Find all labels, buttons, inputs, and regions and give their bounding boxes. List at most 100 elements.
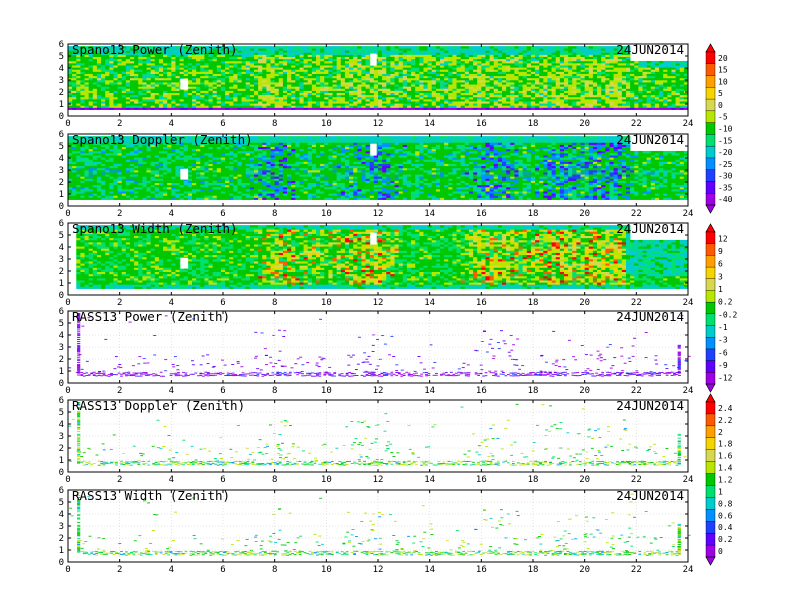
heatmap-cell [138,90,143,94]
heatmap-cell [406,92,412,96]
heatmap-cell [663,105,668,108]
heatmap-cell [369,101,375,104]
heatmap-cell [489,73,495,77]
heatmap-cell [547,69,552,72]
heatmap-cell [154,82,160,85]
heatmap-cell [630,92,635,96]
heatmap-cell [241,99,247,102]
heatmap-cell [650,96,656,100]
heatmap-cell [634,88,639,91]
heatmap-cell [646,99,652,102]
heatmap-cell [216,63,222,66]
heatmap-cell [365,46,371,49]
heatmap-cell [138,77,143,81]
heatmap-cell [576,52,581,55]
heatmap-cell [390,92,395,96]
heatmap-cell [361,107,366,110]
heatmap-cell [473,99,478,102]
heatmap-cell [547,84,552,87]
heatmap-cell [555,73,561,77]
heatmap-cell [291,88,296,91]
heatmap-cell [394,75,399,79]
heatmap-cell [361,60,366,64]
heatmap-cell [427,60,433,64]
heatmap-cell [468,88,474,91]
heatmap-cell [125,101,131,104]
heatmap-cell [621,107,627,110]
heatmap-cell [634,80,639,83]
heatmap-cell [233,54,238,58]
heatmap-cell [671,77,676,81]
heatmap-cell [518,75,523,79]
heatmap-cell [80,165,85,169]
heatmap-cell [597,107,602,110]
heatmap-cell [530,63,536,66]
heatmap-cell [431,105,437,108]
heatmap-cell [68,58,73,62]
heatmap-cell [84,107,89,110]
heatmap-cell [526,84,532,87]
heatmap-cell [646,65,652,68]
heatmap-cell [675,90,681,94]
heatmap-cell [158,67,164,70]
heatmap-cell [113,50,118,53]
heatmap-cell [423,65,428,68]
heatmap-cell [456,69,461,72]
heatmap-cell [320,54,325,58]
heatmap-cell [105,103,110,106]
heatmap-cell [642,101,647,104]
heatmap-cell [109,136,114,139]
heatmap-cell [423,103,428,106]
heatmap-cell [654,84,660,87]
heatmap-cell [324,52,329,55]
heatmap-cell [311,58,317,62]
heatmap-cell [179,50,185,53]
heatmap-cell [452,69,457,72]
heatmap-cell [282,52,288,55]
heatmap-cell [353,48,358,51]
heatmap-cell [638,86,643,89]
heatmap-cell [460,107,466,110]
heatmap-cell [278,56,284,60]
heatmap-cell [121,163,127,167]
heatmap-cell [435,50,441,53]
heatmap-cell [76,86,81,89]
heatmap-cell [667,80,672,83]
heatmap-cell [154,63,160,66]
heatmap-cell [654,103,660,106]
heatmap-cell [138,58,143,62]
heatmap-cell [493,71,499,74]
heatmap-cell [307,69,313,72]
heatmap-cell [282,75,288,79]
heatmap-cell [208,75,213,79]
heatmap-cell [167,56,172,60]
heatmap-cell [659,103,664,106]
heatmap-cell [444,46,449,49]
heatmap-cell [179,90,185,94]
heatmap-cell [679,94,685,98]
heatmap-cell [225,88,230,91]
heatmap-cell [274,82,280,85]
heatmap-cell [564,99,569,102]
heatmap-cell [386,86,391,89]
heatmap-cell [324,92,329,96]
heatmap-cell [406,73,412,77]
heatmap-cell [592,107,598,110]
heatmap-cell [130,65,135,68]
heatmap-cell [402,86,408,89]
heatmap-cell [105,107,110,110]
heatmap-cell [88,105,94,108]
heatmap-cell [109,167,114,171]
heatmap-cell [506,54,511,58]
heatmap-cell [518,94,523,98]
heatmap-cell [435,96,441,100]
heatmap-cell [386,69,391,72]
heatmap-cell [406,77,412,81]
heatmap-cell [386,107,391,110]
heatmap-cell [241,107,247,110]
heatmap-cell [101,159,106,162]
heatmap-cell [299,48,304,51]
heatmap-cell [138,75,143,79]
heatmap-cell [357,56,362,60]
heatmap-cell [72,92,77,96]
